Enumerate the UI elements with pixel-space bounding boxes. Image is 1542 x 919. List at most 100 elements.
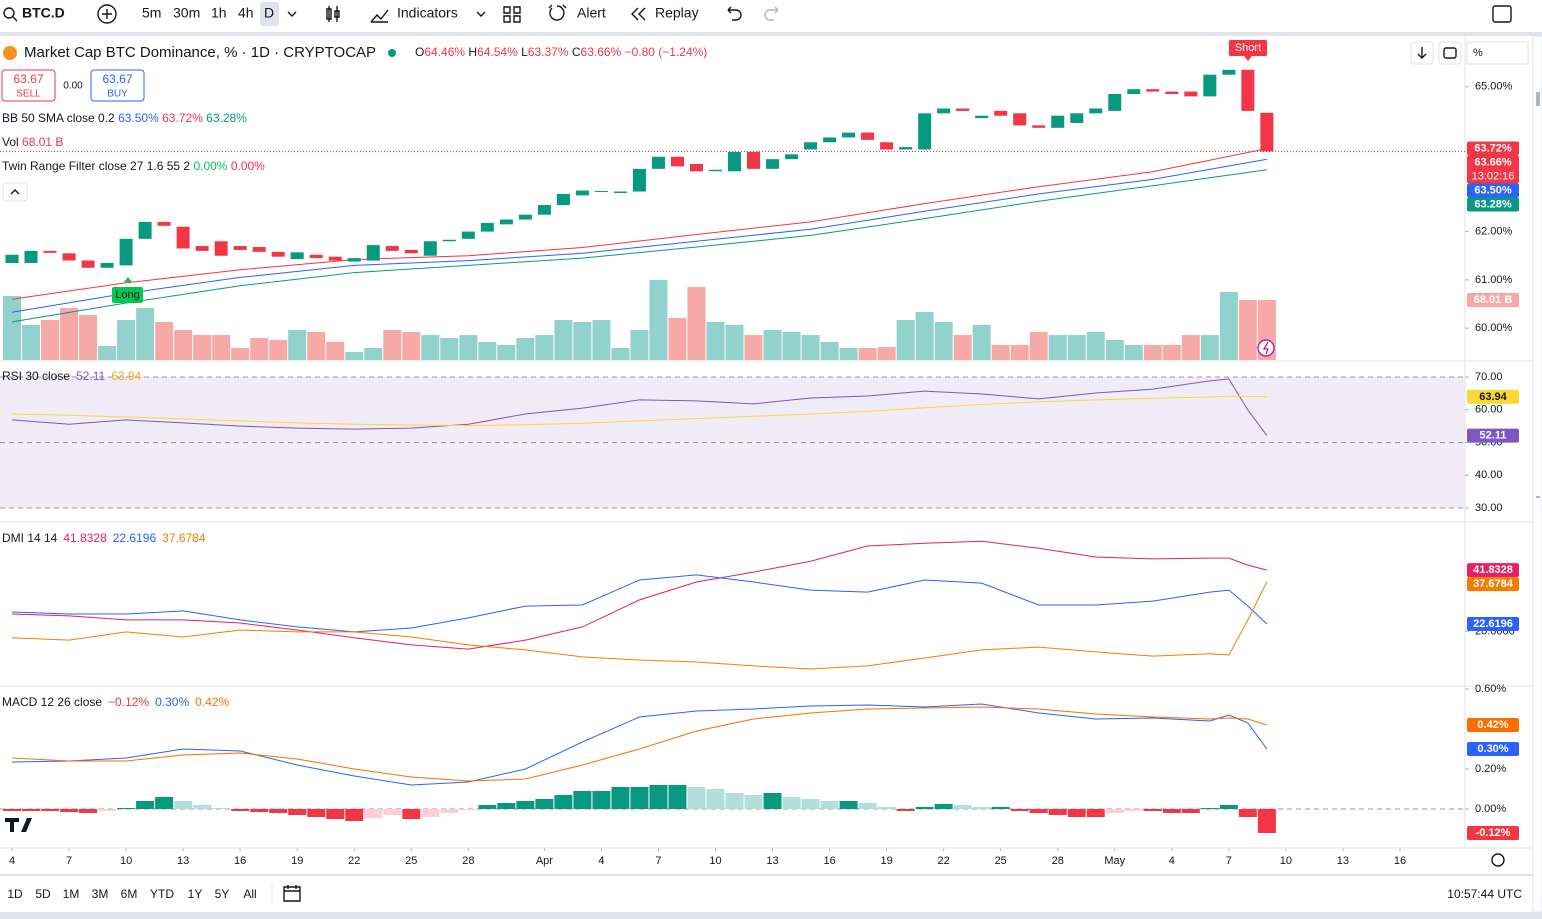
histogram-bar: [877, 807, 896, 809]
x-tick-label: Apr: [536, 855, 553, 867]
histogram-bar: [858, 803, 877, 809]
alert-button[interactable]: Alert: [577, 5, 606, 21]
volume-bar: [687, 287, 706, 360]
price-badge-label: 41.8328: [1473, 564, 1513, 576]
layouts-icon[interactable]: [503, 6, 521, 23]
range-button[interactable]: 5Y: [215, 887, 230, 901]
volume-bar: [212, 335, 231, 360]
event-icon[interactable]: [1257, 339, 1275, 357]
price-badge: [1467, 197, 1519, 212]
bottom-separator: [0, 874, 1542, 876]
scale-mode-label[interactable]: %: [1473, 47, 1483, 59]
search-icon[interactable]: [3, 7, 15, 19]
indicator-legend: RSI 30 close 52.11 63.94: [2, 369, 142, 383]
replay-button[interactable]: Replay: [655, 5, 699, 21]
range-button[interactable]: 3M: [92, 887, 109, 901]
indicators-icon[interactable]: [370, 9, 389, 23]
histogram-bar: [402, 809, 421, 819]
candle: [366, 245, 380, 261]
histogram-bar: [516, 801, 535, 809]
histogram-bar: [288, 809, 307, 815]
indicator-name: MACD 12 26 close: [2, 695, 102, 709]
candle: [613, 191, 627, 193]
candle: [43, 250, 57, 253]
interval[interactable]: 5m: [142, 5, 161, 21]
scroll-thumb: [1536, 496, 1540, 498]
volume-bar: [231, 348, 250, 360]
candle: [1165, 91, 1179, 94]
candle: [5, 254, 19, 263]
x-tick-label: 19: [291, 855, 303, 867]
range-button[interactable]: 5D: [35, 887, 51, 901]
alert-icon[interactable]: [548, 4, 567, 21]
fullscreen-button[interactable]: [1492, 5, 1512, 23]
volume-bar: [3, 296, 22, 360]
range-button[interactable]: All: [243, 887, 256, 901]
histogram-bar: [820, 801, 839, 809]
compare-button[interactable]: [97, 4, 117, 24]
volume-bar: [1143, 345, 1162, 360]
settings-icon[interactable]: [1491, 853, 1505, 867]
indicator-value: 0.00%: [231, 159, 265, 173]
candle: [442, 239, 456, 242]
candle: [632, 168, 646, 192]
reset-button[interactable]: [1438, 41, 1462, 65]
price-badge: [1467, 183, 1519, 198]
chevron[interactable]: [287, 11, 297, 17]
interval[interactable]: 30m: [173, 5, 200, 21]
redo[interactable]: [764, 6, 779, 21]
candle: [480, 222, 494, 232]
x-tick-label: 4: [1169, 855, 1175, 867]
buy-button[interactable]: [90, 69, 145, 102]
market-status: [388, 49, 396, 57]
volume-bar: [858, 348, 877, 360]
indicator-value: 22.6196: [113, 531, 157, 545]
candle: [899, 147, 913, 150]
range-button[interactable]: 1D: [7, 887, 23, 901]
indicator-value: −0.12%: [108, 695, 149, 709]
histogram-bar: [934, 804, 953, 809]
volume-bar: [706, 321, 725, 360]
candle: [195, 246, 209, 251]
volume-bar: [972, 324, 991, 360]
interval[interactable]: 4h: [238, 5, 254, 21]
symbol[interactable]: BTC.D: [22, 5, 65, 21]
candle: [994, 110, 1008, 116]
x-tick-label: 25: [995, 855, 1007, 867]
indicators-button[interactable]: Indicators: [397, 5, 458, 21]
candle: [1222, 69, 1236, 75]
collapse-legend[interactable]: [2, 182, 28, 202]
interval[interactable]: D: [264, 5, 274, 21]
range-button[interactable]: 1M: [63, 887, 80, 901]
histogram-bar: [1143, 809, 1162, 811]
series-line: [11, 574, 1268, 633]
scale-mode[interactable]: [1466, 41, 1529, 65]
histogram-bar: [611, 787, 630, 809]
range-button[interactable]: 6M: [121, 887, 138, 901]
range-button[interactable]: 1Y: [188, 887, 203, 901]
goto-date[interactable]: [283, 885, 301, 902]
histogram-bar: [1257, 809, 1276, 833]
chart-type-icon[interactable]: [326, 6, 340, 22]
indicator-legend: DMI 14 14 41.8328 22.6196 37.6784: [2, 531, 206, 545]
symbol-icon: [3, 46, 17, 60]
volume-bar: [421, 335, 440, 360]
x-tick-label: 16: [1394, 855, 1406, 867]
range-button[interactable]: YTD: [150, 887, 174, 901]
volume-bar: [630, 330, 649, 360]
y-tick-label: 60.00%: [1475, 322, 1513, 334]
histogram-bar: [972, 807, 991, 809]
sell-button[interactable]: [1, 69, 56, 102]
price-badge: [1467, 577, 1519, 592]
candle: [1032, 125, 1046, 128]
replay-icon[interactable]: [631, 7, 646, 21]
histogram-bar: [155, 797, 174, 809]
chevron[interactable]: [476, 11, 486, 17]
symbol-title: Market Cap BTC Dominance, % · 1D · CRYPT…: [24, 44, 376, 61]
undo[interactable]: [727, 6, 742, 21]
histogram-bar: [60, 809, 79, 812]
histogram-bar: [421, 809, 440, 817]
candle: [956, 108, 970, 111]
indicator-name: DMI 14 14: [2, 531, 58, 545]
interval[interactable]: 1h: [211, 5, 227, 21]
